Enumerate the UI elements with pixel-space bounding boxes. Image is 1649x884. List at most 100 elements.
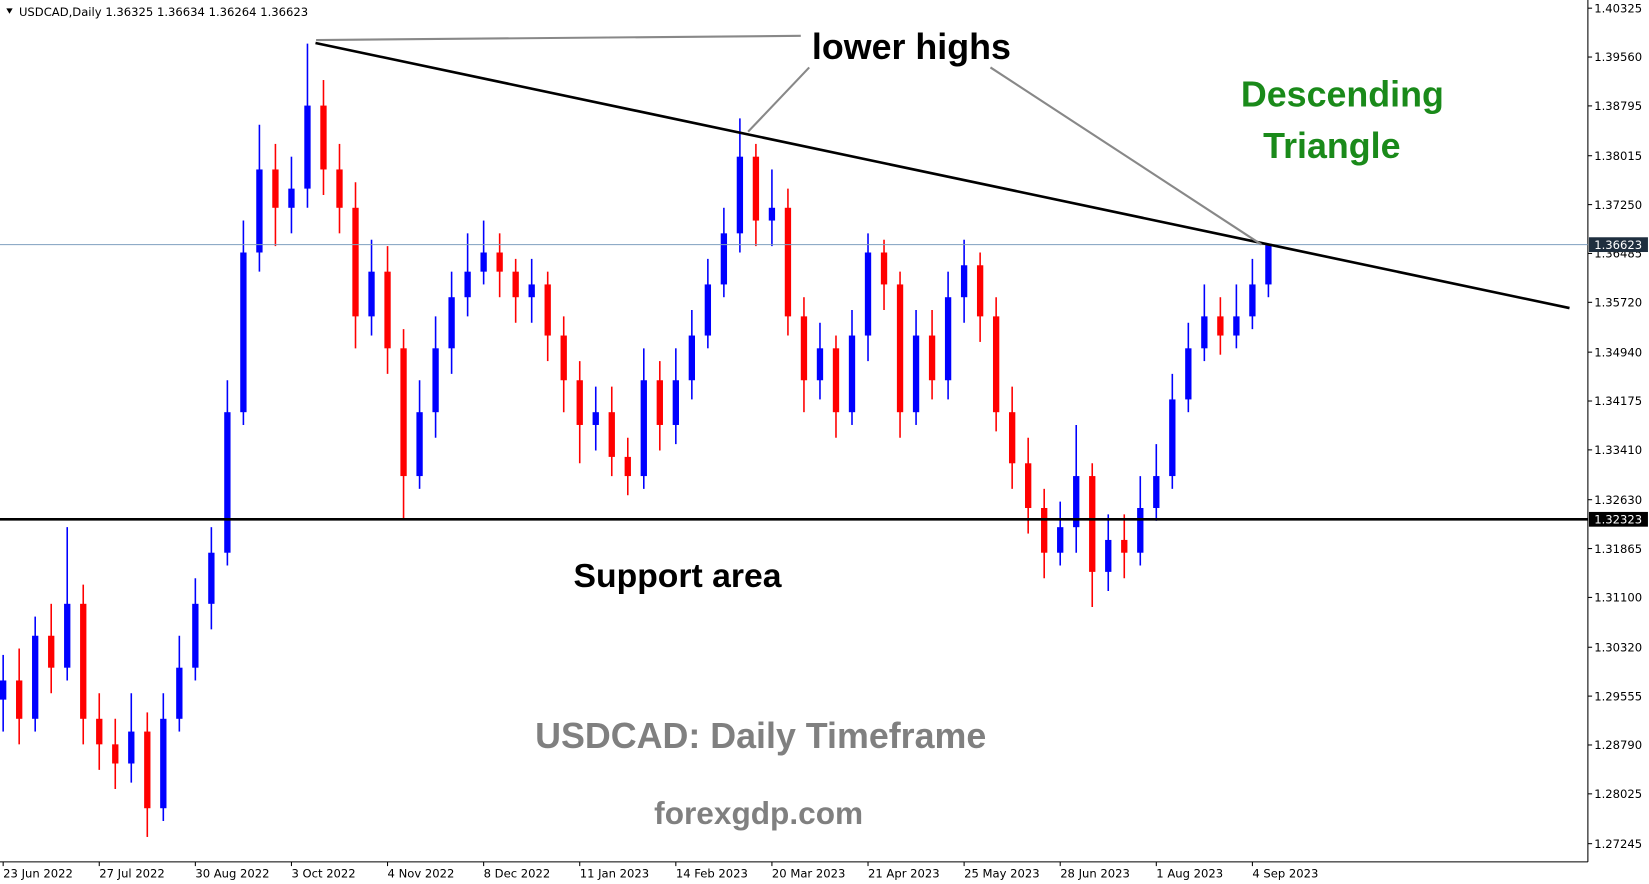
candle-body — [672, 380, 679, 425]
candle-body — [192, 603, 199, 668]
caption: USDCAD: Daily Timeframe — [535, 716, 986, 756]
plot — [0, 41, 1588, 837]
candle-body — [640, 380, 647, 477]
candle-body — [1217, 316, 1224, 336]
candle-body — [1008, 412, 1016, 464]
candle-body — [784, 207, 792, 317]
candle-body — [880, 252, 888, 285]
candle-body — [704, 284, 712, 336]
candle-body — [144, 731, 151, 809]
y-tick-label: 1.37250 — [1594, 198, 1642, 212]
y-tick-label: 1.31865 — [1594, 542, 1642, 556]
y-tick-label: 1.27245 — [1594, 837, 1642, 851]
x-tick-label: 28 Jun 2023 — [1060, 867, 1130, 881]
candle-body — [560, 335, 567, 381]
x-tick-label: 1 Aug 2023 — [1156, 867, 1223, 881]
candle-body — [656, 380, 663, 425]
candle-body — [160, 718, 167, 809]
header-close: 1.36623 — [260, 5, 308, 19]
candle-body — [0, 680, 7, 700]
candle-body — [528, 284, 535, 298]
candle-body — [848, 335, 856, 413]
candle-body — [432, 348, 439, 413]
x-tick-label: 11 Jan 2023 — [580, 867, 649, 881]
candle-body — [976, 265, 984, 317]
y-tick-label: 1.33410 — [1594, 443, 1642, 457]
candle-body — [272, 169, 279, 208]
x-tick-label: 8 Dec 2022 — [484, 867, 551, 881]
candle-body — [224, 412, 231, 553]
candle-body — [416, 412, 423, 477]
y-tick-label: 1.32630 — [1594, 493, 1642, 507]
candle-body — [496, 252, 503, 272]
candle-body — [816, 348, 824, 381]
candle-body — [896, 284, 904, 413]
candle-body — [608, 412, 615, 457]
annotation-lower-highs: lower highs — [812, 27, 1011, 67]
candle-body — [368, 271, 375, 317]
candle-body — [1121, 539, 1128, 553]
y-tick-label: 1.39560 — [1594, 50, 1642, 64]
candle-body — [1041, 508, 1048, 553]
candle-body — [1265, 244, 1272, 285]
header-low: 1.36264 — [209, 5, 257, 19]
x-tick-label: 14 Feb 2023 — [676, 867, 748, 881]
candle-body — [624, 456, 631, 477]
x-tick-label: 21 Apr 2023 — [868, 867, 940, 881]
y-tick-label: 1.31100 — [1594, 591, 1642, 605]
candle-body — [128, 731, 135, 764]
candle-body — [1201, 316, 1208, 349]
candle-body — [1105, 539, 1112, 572]
last-price-label: 1.36623 — [1594, 238, 1642, 252]
candle-body — [1233, 316, 1240, 336]
candle-body — [1089, 476, 1096, 572]
pointer-line — [747, 66, 810, 133]
candle-body — [960, 265, 968, 298]
x-tick-label: 3 Oct 2022 — [291, 867, 355, 881]
support-label: 1.32323 — [1594, 513, 1642, 527]
candle-body — [752, 156, 760, 221]
candle-body — [240, 252, 247, 413]
candle-body — [592, 412, 599, 425]
menu-icon[interactable] — [6, 8, 13, 14]
candle-body — [464, 271, 471, 298]
y-tick-label: 1.35720 — [1594, 296, 1642, 310]
candle-body — [96, 718, 103, 745]
candle-body — [688, 335, 696, 381]
y-tick-label: 1.40325 — [1594, 1, 1642, 15]
trendline — [315, 41, 1570, 310]
candle-body — [800, 316, 808, 381]
annotation-pattern: Triangle — [1263, 126, 1400, 166]
candle-body — [944, 297, 952, 381]
candle-body — [16, 680, 23, 719]
candle-body — [1249, 284, 1256, 317]
candle-body — [80, 603, 87, 719]
candle-body — [1185, 348, 1192, 400]
candle-body — [544, 284, 551, 336]
candle-body — [1153, 476, 1160, 509]
x-tick-label: 25 May 2023 — [964, 867, 1040, 881]
price-tag-bg — [1588, 237, 1648, 253]
symbol: USDCAD,Daily — [19, 5, 102, 19]
candle-body — [768, 207, 776, 221]
candle-body — [1025, 463, 1032, 509]
candle-body — [576, 380, 583, 425]
y-tick-label: 1.30320 — [1594, 640, 1642, 654]
y-tick-label: 1.34940 — [1594, 345, 1642, 359]
candle-body — [320, 105, 327, 170]
candle-body — [864, 252, 872, 336]
candle-body — [512, 271, 519, 298]
header-high: 1.36634 — [157, 5, 205, 19]
candle-body — [448, 297, 455, 349]
candle-body — [336, 169, 343, 208]
x-tick-label: 23 Jun 2022 — [3, 867, 73, 881]
x-tick-label: 4 Sep 2023 — [1252, 867, 1318, 881]
candle-body — [400, 348, 407, 477]
candle-body — [208, 552, 215, 604]
candle-body — [64, 603, 71, 668]
candle-body — [48, 635, 55, 668]
pointer-line — [989, 66, 1262, 246]
y-tick-label: 1.34175 — [1594, 394, 1642, 408]
candle-body — [304, 105, 311, 189]
